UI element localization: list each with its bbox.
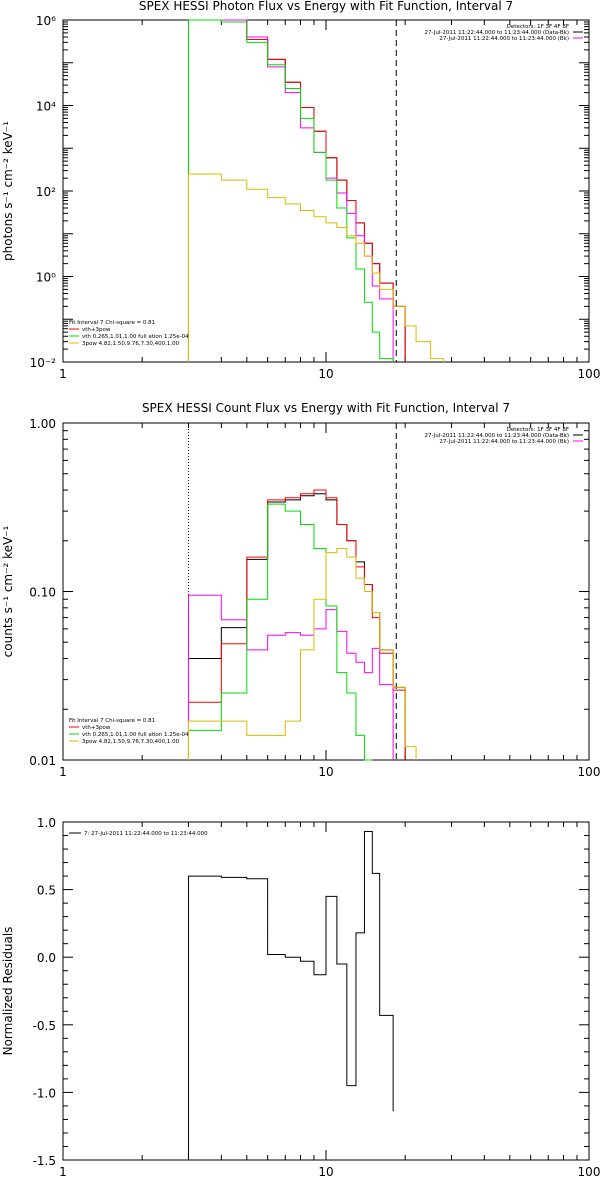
series-line-1-3	[187, 503, 373, 761]
legend-entry: 7: 27-Jul-2011 11:22:44.000 to 11:23:44.…	[84, 831, 208, 837]
series-line-0-3	[187, 19, 394, 362]
series-line-1-1	[187, 489, 406, 760]
series-line-0-4	[187, 173, 445, 362]
y-tick-label: 10⁰	[36, 271, 56, 285]
y-tick-label: 1.00	[29, 417, 56, 431]
legend-entry: 27-Jul-2011 11:22:44.000 to 11:23:44.000…	[439, 439, 569, 445]
series-line-1-4	[187, 547, 417, 760]
legend-entry: 27-Jul-2011 11:22:44.000 to 11:23:44.000…	[439, 36, 569, 42]
x-tick-label: 100	[578, 1165, 600, 1179]
y-tick-label: 10⁴	[36, 100, 56, 114]
series-line-2-0	[187, 830, 394, 1160]
legend-entry: 27-Jul-2011 11:22:44.000 to 11:23:44.000…	[425, 433, 570, 439]
x-tick-label: 1	[59, 1165, 67, 1179]
x-tick-label: 1	[59, 367, 67, 381]
legend-entry: 3pow 4.82,1.50,9.76,7.30,400,1.00	[82, 341, 180, 347]
legend-entry: vth 0.265,1.01,1.00 full ation 1.25e-04	[82, 732, 189, 738]
y-axis-label-2: Normalized Residuals	[1, 927, 15, 1056]
y-tick-label: 0.01	[29, 754, 56, 768]
y-tick-label: -0.5	[33, 1019, 56, 1033]
x-tick-label: 10	[318, 367, 333, 381]
legend-entry: Detectors: 1F 3F 4F 8F	[507, 24, 569, 30]
y-axis-label-0: photons s⁻¹ cm⁻² keV⁻¹	[1, 121, 15, 261]
y-tick-label: -1.0	[33, 1086, 56, 1100]
legend-entry: Detectors: 1F 3F 4F 8F	[507, 427, 569, 433]
x-tick-label: 100	[578, 367, 600, 381]
legend-entry: 27-Jul-2011 11:22:44.000 to 11:23:44.000…	[425, 30, 570, 36]
legend-entry: vth+3pow	[82, 725, 111, 731]
y-tick-label: -1.5	[33, 1154, 56, 1168]
chart-title-0: SPEX HESSI Photon Flux vs Energy with Fi…	[139, 0, 513, 13]
y-tick-label: 10⁻²	[30, 356, 57, 370]
y-tick-label: 0.0	[37, 951, 56, 965]
x-tick-label: 10	[318, 765, 333, 779]
x-tick-label: 10	[318, 1165, 333, 1179]
y-axis-label-1: counts s⁻¹ cm⁻² keV⁻¹	[1, 525, 15, 657]
legend-entry: 3pow 4.82,1.50,9.76,7.30,400,1.00	[82, 739, 180, 745]
y-tick-label: 10²	[36, 185, 56, 199]
legend-entry: vth 0.265,1.01,1.00 full ation 1.25e-04	[82, 334, 189, 340]
y-tick-label: 0.5	[37, 884, 56, 898]
chart-title-1: SPEX HESSI Count Flux vs Energy with Fit…	[142, 401, 510, 415]
y-tick-label: 1.0	[37, 816, 56, 830]
x-tick-label: 100	[578, 765, 600, 779]
y-tick-label: 10⁶	[36, 14, 56, 28]
legend-entry: vth+3pow	[82, 327, 111, 333]
y-tick-label: 0.10	[29, 586, 56, 600]
x-tick-label: 1	[59, 765, 67, 779]
legend-entry: Fit Interval 7 Chi-square = 0.81	[69, 718, 155, 724]
legend-entry: Fit Interval 7 Chi-square = 0.81	[69, 320, 155, 326]
